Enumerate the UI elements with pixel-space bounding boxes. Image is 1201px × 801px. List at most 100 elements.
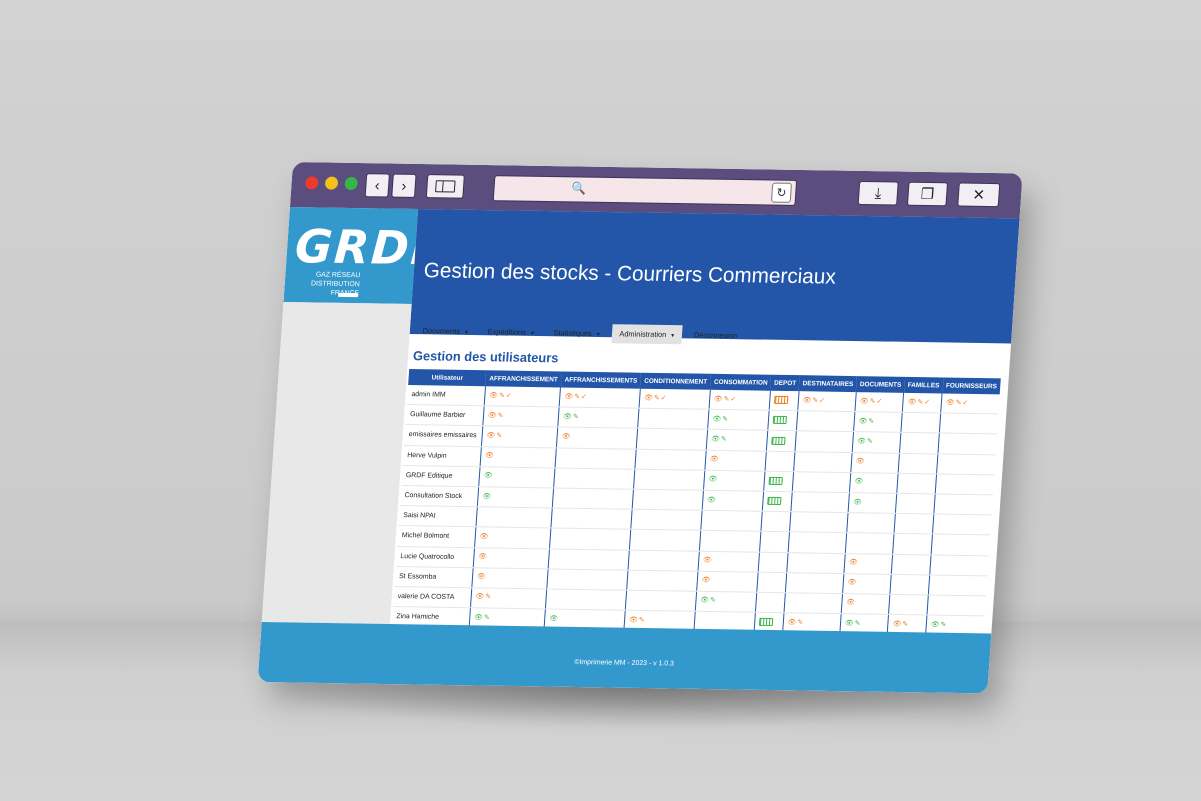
user-name-cell[interactable]: admin IMM (406, 385, 486, 406)
permission-cell[interactable]: 👁✎ (853, 411, 903, 433)
edit-icon[interactable]: ✎ (498, 392, 506, 400)
permission-cell[interactable]: 👁✎ (482, 405, 560, 428)
edit-icon[interactable]: ✎ (485, 593, 492, 602)
edit-icon[interactable]: ✎ (723, 395, 730, 403)
view-icon[interactable]: 👁 (486, 432, 496, 440)
depot-icon[interactable] (767, 496, 782, 506)
permission-cell[interactable] (895, 493, 936, 515)
permission-cell[interactable] (789, 511, 848, 533)
user-name-cell[interactable]: valerie DA COSTA (393, 586, 472, 608)
permission-cell[interactable] (898, 452, 938, 474)
close-button[interactable]: ✕ (957, 182, 1001, 208)
permission-cell[interactable] (769, 390, 799, 411)
view-icon[interactable]: 👁 (855, 458, 865, 466)
view-icon[interactable]: 👁 (802, 396, 812, 404)
permission-cell[interactable]: 👁 (843, 553, 894, 575)
view-icon[interactable]: 👁 (561, 433, 571, 441)
validate-icon[interactable]: ✓ (818, 397, 826, 405)
validate-icon[interactable]: ✓ (876, 398, 883, 406)
permission-cell[interactable] (931, 534, 991, 556)
permission-cell[interactable]: 👁✎ (695, 591, 757, 613)
permission-cell[interactable]: 👁 (842, 573, 892, 595)
permission-cell[interactable] (790, 491, 850, 513)
permission-cell[interactable]: 👁✎ (481, 426, 558, 448)
permission-cell[interactable] (632, 489, 704, 511)
permission-cell[interactable]: 👁 (479, 446, 557, 468)
edit-icon[interactable]: ✎ (497, 412, 504, 420)
permission-cell[interactable]: 👁✎✓ (797, 391, 857, 412)
depot-icon[interactable] (768, 476, 783, 486)
permission-cell[interactable] (758, 551, 788, 573)
view-icon[interactable]: 👁 (710, 435, 721, 443)
user-name-cell[interactable]: Lucie Quatrocollo (395, 546, 475, 568)
permission-cell[interactable] (787, 531, 847, 554)
nav-statistiques[interactable]: Statistiques ▾ (553, 327, 600, 338)
column-header[interactable]: FOURNISSEURS (942, 377, 1001, 395)
permission-cell[interactable] (901, 412, 941, 434)
permission-cell[interactable] (899, 432, 940, 454)
permission-cell[interactable] (897, 473, 937, 494)
nav-expeditions[interactable]: Expéditions ▾ (487, 326, 534, 337)
view-icon[interactable]: 👁 (708, 476, 718, 484)
permission-cell[interactable] (791, 471, 851, 493)
close-window-dot[interactable] (304, 176, 319, 190)
view-icon[interactable]: 👁 (858, 417, 868, 426)
permission-cell[interactable] (755, 592, 786, 613)
permission-cell[interactable] (633, 468, 705, 491)
permission-cell[interactable] (893, 533, 933, 555)
permission-cell[interactable] (786, 552, 846, 574)
permission-cell[interactable]: 👁✎ (706, 429, 768, 451)
edit-icon[interactable]: ✎ (483, 614, 490, 622)
maximize-window-dot[interactable] (344, 176, 359, 191)
edit-icon[interactable]: ✎ (902, 620, 909, 628)
permission-cell[interactable] (764, 450, 795, 472)
view-icon[interactable]: 👁 (475, 593, 485, 601)
validate-icon[interactable]: ✓ (730, 395, 737, 403)
permission-cell[interactable] (759, 531, 790, 553)
user-name-cell[interactable]: Michel Bolmont (397, 525, 476, 548)
permission-cell[interactable] (637, 408, 709, 430)
edit-icon[interactable]: ✎ (955, 399, 962, 407)
view-icon[interactable]: 👁 (476, 573, 486, 581)
permission-cell[interactable]: 👁✎✓ (940, 393, 1000, 415)
permission-cell[interactable] (553, 467, 635, 490)
permission-cell[interactable]: 👁 (471, 567, 549, 589)
view-icon[interactable]: 👁 (713, 395, 723, 403)
permission-cell[interactable] (475, 506, 553, 529)
permission-cell[interactable]: 👁✎ (852, 431, 902, 453)
permission-cell[interactable] (846, 512, 896, 534)
view-icon[interactable]: 👁 (852, 498, 863, 506)
user-name-cell[interactable]: Guillaume Barbier (405, 404, 485, 427)
permission-cell[interactable]: 👁 (841, 593, 891, 615)
permission-cell[interactable] (548, 548, 630, 570)
depot-icon[interactable] (758, 618, 774, 627)
permission-cell[interactable] (767, 410, 798, 432)
view-icon[interactable]: 👁 (479, 533, 489, 541)
validate-icon[interactable]: ✓ (660, 394, 667, 402)
permission-cell[interactable] (890, 574, 930, 595)
view-icon[interactable]: 👁 (856, 438, 867, 446)
permission-cell[interactable]: 👁✎ (707, 409, 770, 431)
permission-cell[interactable] (926, 594, 987, 616)
permission-cell[interactable]: 👁 (704, 449, 767, 471)
permission-cell[interactable] (936, 453, 996, 475)
permission-cell[interactable]: 👁 (847, 492, 898, 514)
view-icon[interactable]: 👁 (706, 496, 717, 504)
back-button[interactable]: ‹ (364, 173, 390, 198)
permission-cell[interactable] (939, 413, 999, 435)
depot-icon[interactable] (771, 436, 786, 445)
permission-cell[interactable] (629, 529, 701, 551)
permission-cell[interactable] (796, 410, 855, 432)
column-header[interactable]: Utilisateur (408, 369, 487, 387)
permission-cell[interactable] (699, 530, 761, 552)
permission-cell[interactable]: 👁 (556, 427, 638, 449)
edit-icon[interactable]: ✎ (720, 435, 727, 444)
sidebar-toggle-button[interactable] (425, 174, 465, 199)
view-icon[interactable]: 👁 (854, 478, 864, 486)
permission-cell[interactable] (545, 588, 627, 611)
view-icon[interactable]: 👁 (892, 620, 902, 628)
permission-cell[interactable]: 👁 (474, 527, 552, 549)
view-icon[interactable]: 👁 (712, 415, 722, 423)
view-icon[interactable]: 👁 (549, 615, 559, 623)
permission-cell[interactable] (933, 493, 993, 515)
